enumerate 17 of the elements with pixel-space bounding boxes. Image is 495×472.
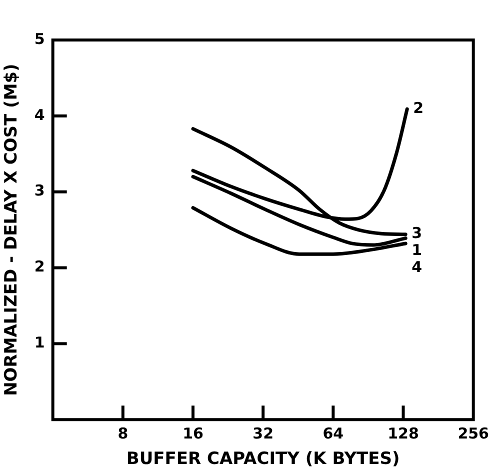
x-tick-label: 16 [182,424,204,442]
y-axis-title: NORMALIZED - DELAY X COST (M$) [2,64,22,396]
x-tick-label: 32 [252,424,274,442]
series-label: 1 [412,241,422,260]
series-label: 3 [412,224,422,242]
y-tick-label: 5 [34,30,45,48]
y-tick-label: 3 [34,182,45,200]
x-tick-label: 64 [322,424,344,442]
x-axis-title: BUFFER CAPACITY (K BYTES) [126,449,400,470]
y-tick-label: 1 [34,334,45,352]
series-label: 2 [413,98,424,117]
y-tick-label: 4 [34,106,45,124]
x-tick-label: 8 [118,424,128,442]
series-label: 4 [412,258,422,276]
y-tick-label: 2 [34,258,45,276]
x-tick-label: 128 [388,424,419,442]
x-tick-label: 256 [458,424,489,442]
